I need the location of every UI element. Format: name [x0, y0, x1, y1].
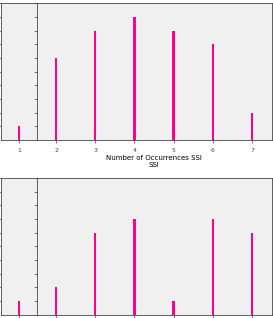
Bar [18, 126, 20, 140]
Bar [173, 31, 175, 140]
Bar [251, 233, 253, 315]
Bar [18, 301, 20, 315]
Bar [94, 233, 96, 315]
Bar [55, 287, 57, 315]
Bar [94, 31, 96, 140]
X-axis label: Number of Occurrences SSI
SSI: Number of Occurrences SSI SSI [106, 155, 202, 168]
Bar [173, 301, 175, 315]
Bar [212, 44, 214, 140]
Bar [251, 113, 253, 140]
Bar [212, 219, 214, 315]
Bar [133, 219, 136, 315]
Bar [133, 17, 136, 140]
Bar [55, 58, 57, 140]
